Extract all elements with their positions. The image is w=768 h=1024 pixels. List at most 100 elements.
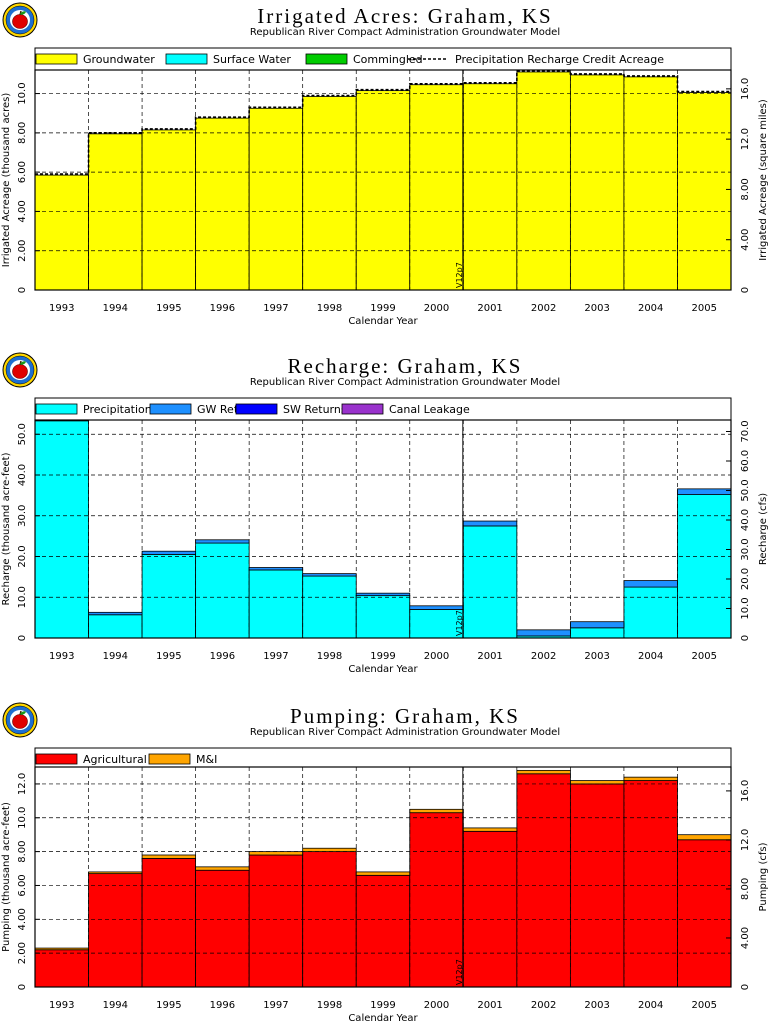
bar-m-i-1994 [88,871,143,875]
legend-label: Canal Leakage [389,403,470,416]
y-tick-label: 50.0 [17,423,28,445]
gridlines [35,767,731,987]
y-axis-right: 0 4.00 8.00 12.0 16.0 Irrigated Acreage (squa… [726,78,768,293]
y2-tick-label: 20.0 [740,568,751,590]
bar-agricultural-1997 [248,854,304,988]
x-tick-label: 1995 [156,1000,181,1011]
bar-m-i-1995 [141,854,197,859]
line-precipitation-recharge-credit [35,70,731,175]
legend-item: SW Returns [235,403,347,416]
x-tick-label: 2005 [692,1000,717,1011]
y2-tick-label: 10.0 [740,597,751,619]
apple-leaf-icon [20,361,26,365]
bar-gw-returns-1995 [141,550,197,555]
bar-agricultural-1993 [34,949,89,988]
x-axis: 1993 1994 1995 1996 1997 1998 1999 2000 2001 2002… [49,651,717,675]
x-tick-label: 1999 [370,651,395,662]
plot-frame [34,766,732,988]
bar-groundwater-2000 [409,84,464,291]
y-tick-label: 10.0 [17,82,28,104]
apple-icon [12,364,28,379]
legend-swatch [35,403,78,415]
apple-logo [2,352,38,388]
legend-swatch [235,403,278,415]
bar-groundwater-1997 [248,107,304,291]
apple-logo [2,2,38,38]
x-tick-label: 1999 [370,303,395,314]
x-tick-label: 1995 [156,303,181,314]
bar-gw-returns-1998 [302,573,357,577]
bar-gw-returns-1994 [88,611,143,616]
chart-subtitle: Republican River Compact Administration … [250,377,560,388]
bar-precipitation-1994 [88,614,143,639]
plot-frame [34,69,732,291]
bar-gw-returns-2004 [623,580,678,588]
y2-tick-label: 4.00 [740,229,751,251]
x-axis-label: Calendar Year [348,316,418,327]
bar-agricultural-2004 [623,780,678,988]
bar-groundwater-2004 [623,76,678,291]
apple-stem-icon [19,360,22,366]
y-axis-left: 0 10.0 20.0 30.0 40.0 50.0 Recharge (thousand … [1,423,40,641]
chart-subtitle: Republican River Compact Administration … [250,727,560,738]
y2-tick-label: 8.00 [740,178,751,200]
legend: Precipitation GW Returns SW Returns Canal L… [34,397,732,421]
y2-tick-label: 12.0 [740,829,751,851]
x-tick-label: 1994 [103,303,128,314]
x-tick-label: 1998 [317,651,342,662]
chart-title: Recharge: Graham, KS [288,354,523,378]
x-axis: 1993 1994 1995 1996 1997 1998 1999 2000 2001 2002… [49,1000,717,1024]
bar-agricultural-2000 [409,812,464,988]
data-marks [34,70,732,291]
apple-icon [12,714,28,729]
legend-swatch [305,53,348,65]
bar-precipitation-2005 [677,494,732,639]
y-axis-right: 0 10.0 20.0 30.0 40.0 50.0 60.0 70.0 Recharge (c… [726,420,768,641]
x-tick-label: 2004 [638,303,663,314]
legend-label: SW Returns [283,403,347,416]
bar-groundwater-1994 [88,133,143,291]
version-marker-label: V12p7 [455,959,464,985]
bar-m-i-1999 [355,871,411,876]
y-tick-label: 6.00 [17,874,28,896]
y-tick-label: 12.0 [17,773,28,795]
data-marks [34,419,732,639]
x-tick-label: 1994 [103,1000,128,1011]
legend-swatch [149,403,192,415]
x-tick-label: 2000 [424,1000,449,1011]
y-tick-label: 0 [17,635,28,641]
bar-m-i-2000 [409,808,464,814]
y2-tick-label: 0 [740,984,751,990]
legend-swatch [35,753,78,765]
legend-swatch [341,403,384,415]
x-tick-label: 1998 [317,303,342,314]
bar-m-i-1993 [34,947,89,951]
y-axis-label: Pumping (thousand acre-feet) [1,802,12,952]
y-tick-label: 0 [17,287,28,293]
legend-label: M&I [196,753,217,766]
apple-stem-icon [19,10,22,16]
bar-m-i-2005 [677,834,732,841]
x-tick-label: 2004 [638,1000,663,1011]
apple-leaf-icon [20,711,26,715]
y2-tick-label: 30.0 [740,538,751,560]
legend-item: Canal Leakage [341,403,470,416]
version-marker-label: V12p7 [455,262,464,288]
x-tick-label: 2003 [584,303,609,314]
legend-item: Agricultural [35,753,147,766]
x-tick-label: 1999 [370,1000,395,1011]
y2-tick-label: 70.0 [740,420,751,442]
x-tick-label: 1996 [210,303,235,314]
legend-item: Surface Water [165,53,291,66]
bar-groundwater-2002 [516,71,571,291]
y-tick-label: 0 [17,984,28,990]
chart-title: Irrigated Acres: Graham, KS [257,4,552,28]
x-tick-label: 1998 [317,1000,342,1011]
x-tick-label: 2002 [531,651,556,662]
x-axis: 1993 1994 1995 1996 1997 1998 1999 2000 2001 2002… [49,303,717,327]
x-tick-label: 1997 [263,303,288,314]
bar-groundwater-1998 [302,96,357,291]
y2-tick-label: 16.0 [740,78,751,100]
